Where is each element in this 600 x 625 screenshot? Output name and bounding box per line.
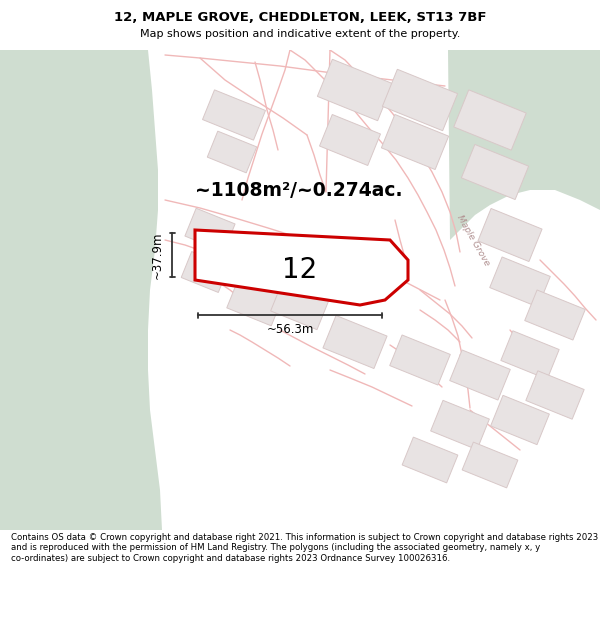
Text: ~1108m²/~0.274ac.: ~1108m²/~0.274ac. bbox=[195, 181, 403, 200]
Text: Maple Grove: Maple Grove bbox=[455, 213, 491, 267]
Polygon shape bbox=[382, 69, 458, 131]
Polygon shape bbox=[317, 59, 392, 121]
Text: 12, MAPLE GROVE, CHEDDLETON, LEEK, ST13 7BF: 12, MAPLE GROVE, CHEDDLETON, LEEK, ST13 … bbox=[114, 11, 486, 24]
Polygon shape bbox=[227, 278, 283, 326]
Polygon shape bbox=[323, 316, 387, 369]
Polygon shape bbox=[207, 131, 257, 173]
Text: ~56.3m: ~56.3m bbox=[266, 323, 314, 336]
Polygon shape bbox=[181, 251, 229, 292]
Polygon shape bbox=[525, 290, 585, 340]
Polygon shape bbox=[430, 50, 600, 240]
Text: 12: 12 bbox=[283, 256, 317, 284]
Polygon shape bbox=[501, 331, 559, 379]
Text: Contains OS data © Crown copyright and database right 2021. This information is : Contains OS data © Crown copyright and d… bbox=[11, 533, 598, 562]
Polygon shape bbox=[478, 209, 542, 261]
Polygon shape bbox=[462, 442, 518, 488]
Polygon shape bbox=[203, 90, 265, 140]
Polygon shape bbox=[382, 114, 449, 169]
Polygon shape bbox=[526, 371, 584, 419]
Polygon shape bbox=[185, 208, 235, 252]
Polygon shape bbox=[431, 401, 490, 449]
Polygon shape bbox=[390, 335, 450, 385]
Polygon shape bbox=[490, 257, 550, 307]
Polygon shape bbox=[461, 144, 529, 199]
Polygon shape bbox=[450, 350, 510, 400]
Polygon shape bbox=[454, 90, 526, 150]
Polygon shape bbox=[195, 230, 408, 305]
Polygon shape bbox=[271, 281, 329, 329]
Polygon shape bbox=[320, 114, 380, 166]
Polygon shape bbox=[402, 437, 458, 483]
Text: ~37.9m: ~37.9m bbox=[151, 231, 164, 279]
Polygon shape bbox=[225, 234, 285, 286]
Text: Map shows position and indicative extent of the property.: Map shows position and indicative extent… bbox=[140, 29, 460, 39]
Polygon shape bbox=[0, 50, 162, 530]
Polygon shape bbox=[491, 396, 550, 444]
